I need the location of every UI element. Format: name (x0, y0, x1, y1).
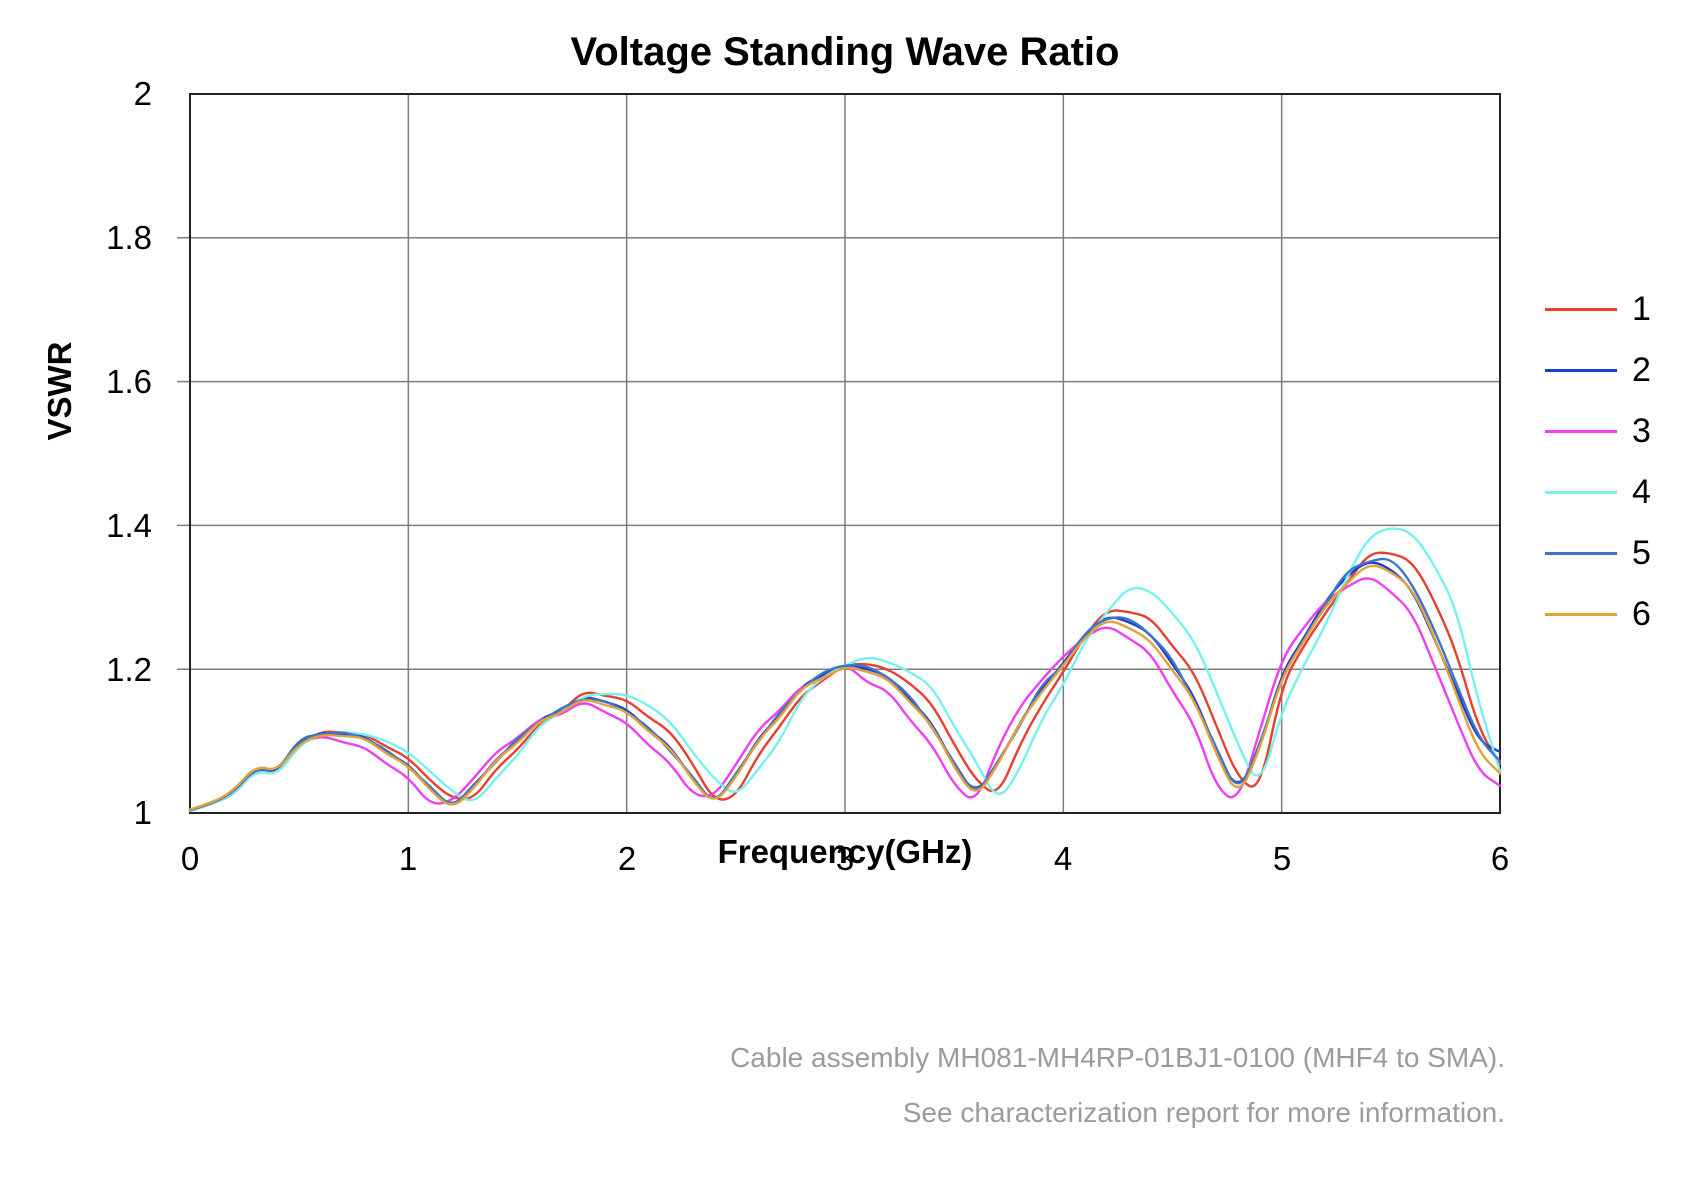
y-tick-1-4: 1.4 (106, 507, 152, 544)
caption-line-1: Cable assembly MH081-MH4RP-01BJ1-0100 (M… (730, 1042, 1505, 1073)
x-tick-3: 3 (835, 840, 855, 877)
legend-item-3: 3 (1545, 411, 1651, 450)
series-5-line-swatch (1545, 551, 1617, 555)
series-2-line-swatch (1545, 368, 1617, 372)
legend-label-1: 1 (1632, 289, 1651, 328)
legend-label-2: 2 (1632, 350, 1651, 389)
y-tick-1: 1 (133, 794, 152, 831)
x-tick-6: 6 (1490, 840, 1510, 877)
y-tick-1-6: 1.6 (106, 363, 152, 400)
x-tick-5: 5 (1272, 840, 1292, 877)
x-axis-label: Frequency(GHz) (717, 833, 973, 870)
y-tick-2: 2 (133, 75, 152, 112)
x-tick-2: 2 (617, 840, 637, 877)
legend-item-1: 1 (1545, 289, 1651, 328)
caption-line-2: See characterization report for more inf… (902, 1097, 1505, 1128)
x-tick-1: 1 (398, 840, 418, 877)
caption: Cable assembly MH081-MH4RP-01BJ1-0100 (M… (730, 1030, 1505, 1140)
y-tick-1-2: 1.2 (106, 651, 152, 688)
legend-item-4: 4 (1545, 472, 1651, 511)
series-1-line-swatch (1545, 307, 1617, 311)
legend-label-5: 5 (1632, 533, 1651, 572)
series-4-line-swatch (1545, 490, 1617, 494)
legend-item-2: 2 (1545, 350, 1651, 389)
legend-label-4: 4 (1632, 472, 1651, 511)
legend-label-3: 3 (1632, 411, 1651, 450)
legend-label-6: 6 (1632, 594, 1651, 633)
legend-item-6: 6 (1545, 594, 1651, 633)
series-6-line-swatch (1545, 612, 1617, 616)
x-tick-0: 0 (180, 840, 200, 877)
y-tick-1-8: 1.8 (106, 219, 152, 256)
x-tick-4: 4 (1053, 840, 1073, 877)
series-3-line-swatch (1545, 429, 1617, 433)
legend: 1 2 3 4 5 6 (1545, 289, 1651, 658)
legend-item-5: 5 (1545, 533, 1651, 572)
chart-title: Voltage Standing Wave Ratio (570, 30, 1120, 74)
